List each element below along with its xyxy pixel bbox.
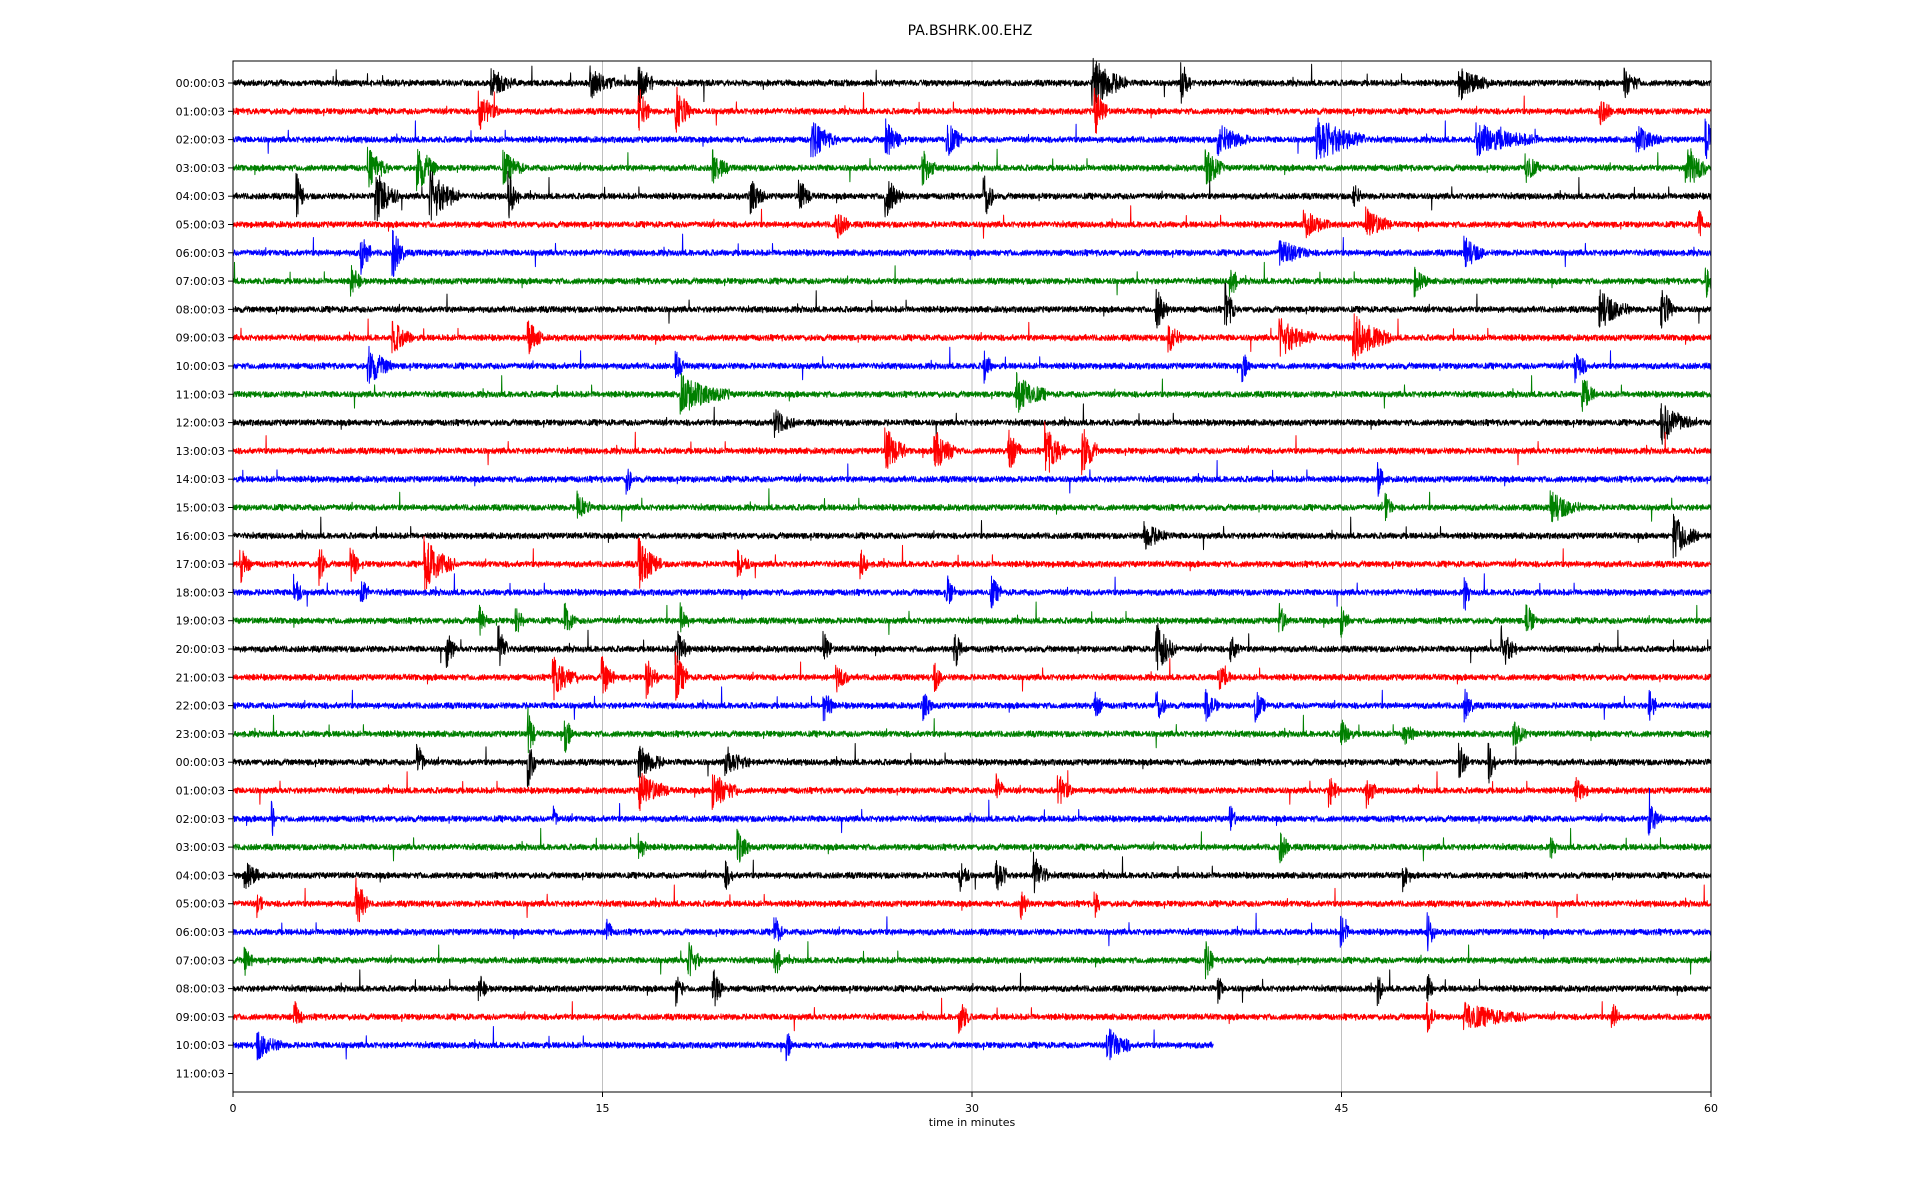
row-time-label: 07:00:03: [176, 275, 225, 288]
trace-row-33: [232, 997, 1712, 1034]
trace-row-31: [232, 941, 1712, 980]
x-tick-label: 0: [230, 1102, 237, 1115]
row-time-label: 17:00:03: [176, 558, 225, 571]
trace-row-6: [232, 229, 1712, 277]
x-axis-ticks: 0 15 30 45 60: [230, 1092, 1718, 1115]
row-time-label: 20:00:03: [176, 643, 225, 656]
x-axis-label: time in minutes: [929, 1116, 1016, 1129]
chart-title: PA.BSHRK.00.EHZ: [908, 23, 1033, 39]
trace-row-18: [232, 573, 1712, 611]
trace-row-10: [232, 345, 1712, 384]
trace-row-16: [232, 513, 1712, 559]
row-time-label: 19:00:03: [176, 615, 225, 628]
trace-row-0: [232, 57, 1712, 106]
trace-row-15: [232, 488, 1712, 523]
trace-row-14: [232, 460, 1712, 497]
row-time-label: 08:00:03: [176, 303, 225, 316]
trace-row-24: [232, 742, 1711, 788]
grid-lines: [602, 61, 1342, 1092]
trace-row-28: [232, 851, 1712, 894]
trace-row-23: [232, 706, 1712, 754]
trace-row-17: [232, 536, 1712, 591]
row-time-label: 01:00:03: [176, 785, 225, 798]
trace-row-13: [232, 421, 1712, 476]
trace-row-11: [232, 372, 1711, 415]
trace-row-12: [232, 403, 1711, 445]
row-time-label: 15:00:03: [176, 502, 225, 515]
row-time-label: 11:00:03: [176, 1068, 225, 1081]
trace-row-29: [232, 877, 1712, 923]
trace-row-4: [232, 170, 1712, 222]
trace-row-5: [232, 205, 1712, 239]
trace-row-26: [232, 787, 1712, 836]
trace-row-34: [232, 1026, 1214, 1062]
row-time-label: 05:00:03: [176, 219, 225, 232]
row-time-label: 12:00:03: [176, 417, 225, 430]
trace-row-8: [232, 282, 1712, 329]
trace-row-7: [232, 261, 1712, 298]
row-time-label: 03:00:03: [176, 162, 225, 175]
row-time-label: 13:00:03: [176, 445, 225, 458]
row-time-label: 21:00:03: [176, 671, 225, 684]
row-time-label: 00:00:03: [176, 77, 225, 90]
y-axis-row-labels: 00:00:03 01:00:03 02:00:03 03:00:03 04:00:03…: [176, 77, 233, 1081]
row-time-label: 01:00:03: [176, 105, 225, 118]
row-time-label: 18:00:03: [176, 586, 225, 599]
x-tick-label: 60: [1704, 1102, 1718, 1115]
row-time-label: 03:00:03: [176, 841, 225, 854]
row-time-label: 22:00:03: [176, 700, 225, 713]
x-tick-label: 45: [1335, 1102, 1349, 1115]
row-time-label: 00:00:03: [176, 756, 225, 769]
trace-row-20: [232, 623, 1712, 671]
row-time-label: 06:00:03: [176, 926, 225, 939]
row-time-label: 11:00:03: [176, 388, 225, 401]
row-time-label: 04:00:03: [176, 869, 225, 882]
trace-row-9: [232, 313, 1712, 361]
row-time-label: 02:00:03: [176, 813, 225, 826]
seismic-traces: [232, 57, 1712, 1062]
row-time-label: 10:00:03: [176, 1039, 225, 1052]
row-time-label: 10:00:03: [176, 360, 225, 373]
trace-row-21: [232, 651, 1712, 701]
trace-row-25: [232, 770, 1712, 812]
trace-row-22: [232, 686, 1712, 723]
row-time-label: 09:00:03: [176, 1011, 225, 1024]
row-time-label: 05:00:03: [176, 898, 225, 911]
trace-row-27: [232, 827, 1712, 864]
row-time-label: 02:00:03: [176, 134, 225, 147]
trace-row-2: [232, 117, 1712, 160]
row-time-label: 08:00:03: [176, 983, 225, 996]
row-time-label: 04:00:03: [176, 190, 225, 203]
row-time-label: 16:00:03: [176, 530, 225, 543]
row-time-label: 14:00:03: [176, 473, 225, 486]
x-tick-label: 30: [965, 1102, 979, 1115]
trace-row-19: [232, 601, 1712, 638]
row-time-label: 07:00:03: [176, 954, 225, 967]
x-tick-label: 15: [596, 1102, 610, 1115]
row-time-label: 09:00:03: [176, 332, 225, 345]
trace-row-30: [232, 912, 1712, 952]
trace-row-32: [232, 969, 1712, 1007]
row-time-label: 23:00:03: [176, 728, 225, 741]
trace-row-3: [232, 146, 1712, 192]
row-time-label: 06:00:03: [176, 247, 225, 260]
trace-row-1: [232, 86, 1711, 134]
